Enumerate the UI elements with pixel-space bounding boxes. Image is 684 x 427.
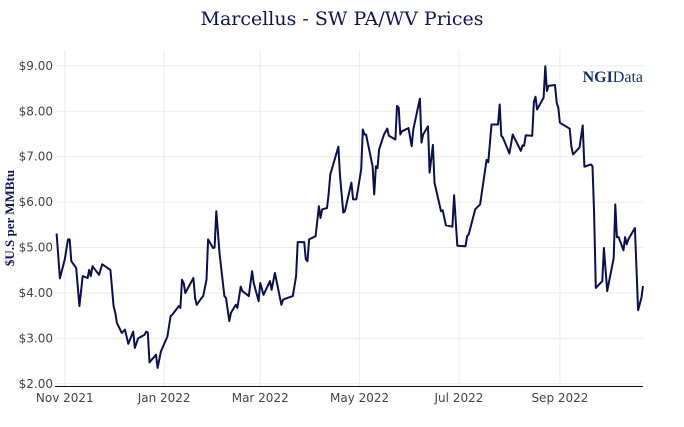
y-axis-label: $U.S per MMBtu [2,170,17,266]
x-tick-label: Sep 2022 [531,391,588,405]
x-tick-label: May 2022 [330,391,389,405]
y-tick-label: $2.00 [19,377,53,391]
gridlines [55,50,643,387]
y-tick-label: $8.00 [19,104,53,118]
x-tick-label: Jan 2022 [137,391,191,405]
x-tick-label: Jul 2022 [434,391,484,405]
y-tick-label: $7.00 [19,150,53,164]
chart-title: Marcellus - SW PA/WV Prices [200,8,483,30]
series-line-price [55,65,644,369]
x-tick-label: Nov 2021 [36,391,94,405]
y-tick-label: $4.00 [19,286,53,300]
y-tick-label: $6.00 [19,195,53,209]
x-tick-label: Mar 2022 [232,391,289,405]
y-tick-label: $9.00 [19,59,53,73]
x-axis-ticks: Nov 2021 Jan 2022 Mar 2022 May 2022 Jul 2022… [36,391,589,405]
y-tick-label: $3.00 [19,331,53,345]
y-axis-ticks: $2.00 $3.00 $4.00 $5.00 $6.00 $7.00 $8.00 $9.00 [19,59,53,391]
y-tick-label: $5.00 [19,241,53,255]
ngi-data-logo: NGIData [583,69,643,86]
